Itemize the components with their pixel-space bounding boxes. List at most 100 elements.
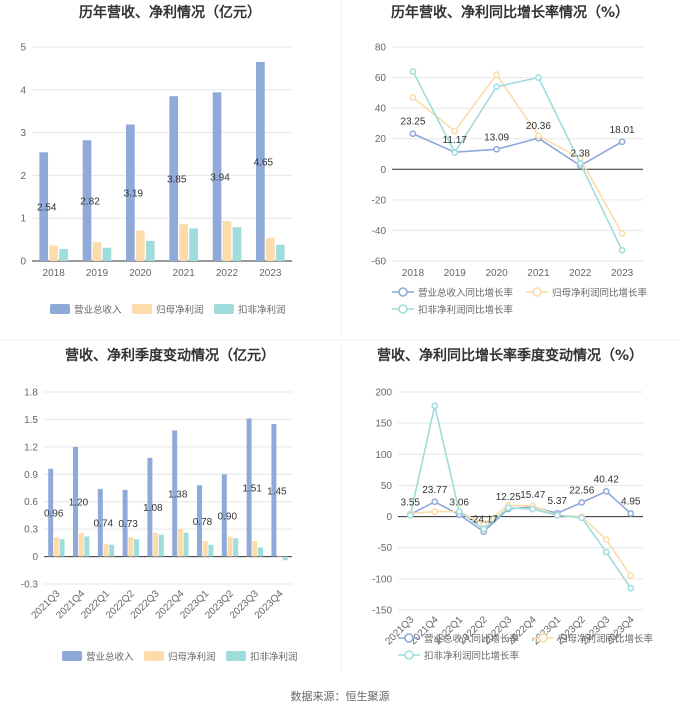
chart1-bar-deducted xyxy=(59,249,68,261)
chart4-data-label: 40.42 xyxy=(594,474,619,485)
chart1-bar-revenue xyxy=(39,152,49,261)
chart2-xtick-label: 2020 xyxy=(485,268,508,279)
chart3-ytick-label: 0.3 xyxy=(24,525,38,536)
chart2-point xyxy=(493,145,500,153)
chart4-point xyxy=(553,511,561,519)
chart1-xtick-label: 2021 xyxy=(173,268,196,279)
chart2-data-label: 20.36 xyxy=(526,121,551,132)
chart4-point xyxy=(504,504,512,512)
chart1-data-label: 3.85 xyxy=(167,175,187,186)
chart2-xtick-label: 2022 xyxy=(569,268,592,279)
chart4-ytick-label: 200 xyxy=(375,388,392,399)
chart4-data-label: 5.37 xyxy=(548,496,568,507)
chart3-bar-deducted xyxy=(158,534,164,557)
chart4-point xyxy=(431,402,439,410)
chart1-data-label: 2.82 xyxy=(80,197,100,208)
chart3-data-label: 1.20 xyxy=(69,498,89,509)
chart4-point xyxy=(529,505,537,513)
chart4-legend-marker xyxy=(404,633,414,643)
chart4-legend-label: 扣非净利润同比增长率 xyxy=(424,650,520,662)
chart1-data-label: 2.54 xyxy=(37,203,57,214)
chart3-legend-swatch xyxy=(226,651,246,661)
chart1-bar-deducted xyxy=(275,244,285,261)
chart1-data-label: 3.94 xyxy=(210,173,230,184)
chart1-bar-netprofit xyxy=(49,245,58,261)
chart3-bar-netprofit xyxy=(277,556,283,558)
chart3-bar-netprofit xyxy=(53,537,59,557)
chart3-bar-revenue xyxy=(48,468,54,557)
chart2-ytick-label: -20 xyxy=(372,195,387,206)
chart2-ytick-label: 0 xyxy=(380,165,386,176)
chart3-data-label: 0.74 xyxy=(94,519,114,530)
chart1-legend-swatch xyxy=(50,304,70,314)
chart4-point xyxy=(602,488,610,495)
chart2-data-label: 13.09 xyxy=(484,132,509,143)
chart4-point xyxy=(578,499,586,506)
chart1-bar-revenue xyxy=(169,96,179,261)
chart2-ytick-label: -60 xyxy=(372,257,387,268)
chart4-point xyxy=(578,514,586,522)
chart1-legend-swatch xyxy=(132,304,152,314)
chart3-bar-revenue xyxy=(73,446,78,557)
data-source: 数据来源：恒生聚源 xyxy=(291,689,390,703)
chart3-bar-deducted xyxy=(208,544,214,557)
chart4-ytick-label: -100 xyxy=(372,574,392,585)
chart3-ytick-label: 0 xyxy=(32,552,38,563)
chart2-point xyxy=(451,127,459,135)
chart2-xtick-label: 2023 xyxy=(611,268,634,279)
chart3-bar-revenue xyxy=(147,457,153,557)
chart4-ytick-label: 100 xyxy=(375,450,392,461)
chart3-bar-revenue xyxy=(197,485,202,557)
chart4-data-label: 15.47 xyxy=(520,490,545,501)
chart4-ytick-label: 50 xyxy=(381,481,393,492)
chart4-point xyxy=(406,511,414,519)
chart2-title: 历年营收、净利同比增长率情况（%） xyxy=(391,4,629,21)
chart4-ytick-label: -150 xyxy=(372,606,392,617)
chart1-ytick-label: 2 xyxy=(20,171,26,182)
chart2-ytick-label: 20 xyxy=(375,134,387,145)
chart1-data-label: 4.65 xyxy=(254,157,274,168)
chart2-point xyxy=(493,83,500,91)
chart3-ytick-label: 1.5 xyxy=(24,415,38,426)
chart2-legend-marker xyxy=(398,287,408,297)
chart1-ytick-label: 3 xyxy=(20,128,26,139)
chart4-ytick-label: 150 xyxy=(375,419,392,430)
chart3-bar-deducted xyxy=(134,539,139,557)
chart2-ytick-label: 80 xyxy=(375,43,387,54)
chart2-ytick-label: -40 xyxy=(372,226,387,237)
chart3-legend-label: 归母净利润 xyxy=(168,651,216,663)
chart1-legend-label: 营业总收入 xyxy=(74,304,122,316)
chart4-title: 营收、净利同比增长率季度变动情况（%） xyxy=(377,347,643,364)
chart1-xtick-label: 2023 xyxy=(259,268,282,279)
chart4-legend-marker xyxy=(538,633,548,643)
chart4-data-label: 23.77 xyxy=(422,485,447,496)
chart3-legend-label: 扣非净利润 xyxy=(250,651,298,663)
chart4-legend-label: 营业总收入同比增长率 xyxy=(424,633,520,645)
chart2-point xyxy=(535,74,542,81)
chart3-bar-deducted xyxy=(282,556,288,561)
chart1-title: 历年营收、净利情况（亿元） xyxy=(79,4,261,21)
chart3-data-label: 0.90 xyxy=(218,511,238,522)
chart3-legend-label: 营业总收入 xyxy=(86,651,134,663)
chart2-point xyxy=(409,68,417,75)
chart3-bar-deducted xyxy=(109,544,115,557)
chart4-ytick-label: -50 xyxy=(378,543,393,554)
chart2-point xyxy=(409,94,417,101)
chart2-legend-marker xyxy=(532,287,542,297)
chart3-bar-revenue xyxy=(172,430,178,557)
chart4-data-label: -24.17 xyxy=(470,515,499,526)
chart4-point xyxy=(431,508,439,515)
chart2-point xyxy=(493,71,500,78)
chart1-legend-swatch xyxy=(214,304,234,314)
chart2-ytick-label: 40 xyxy=(375,104,387,115)
chart3-ytick-label: 1.8 xyxy=(24,388,38,399)
chart3-data-label: 0.96 xyxy=(44,509,64,520)
chart1-data-label: 3.19 xyxy=(124,189,144,200)
chart1-xtick-label: 2019 xyxy=(86,268,109,279)
chart1-xtick-label: 2020 xyxy=(129,268,152,279)
chart3-ytick-label: 0.9 xyxy=(24,470,38,481)
chart1-bar-deducted xyxy=(232,227,242,261)
chart1-bar-revenue xyxy=(212,92,222,261)
chart2-line-revenue xyxy=(412,133,623,167)
